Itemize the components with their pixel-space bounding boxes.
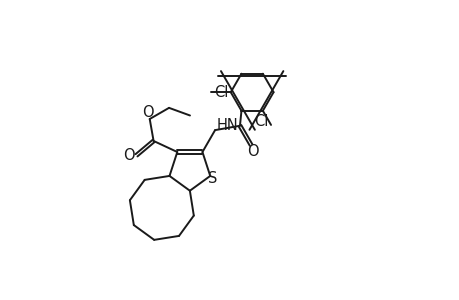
Text: S: S xyxy=(207,171,217,186)
Text: HN: HN xyxy=(216,118,238,133)
Text: O: O xyxy=(123,148,134,163)
Text: O: O xyxy=(142,105,154,120)
Text: O: O xyxy=(246,144,258,159)
Text: Cl: Cl xyxy=(214,85,228,100)
Text: Cl: Cl xyxy=(253,114,268,129)
